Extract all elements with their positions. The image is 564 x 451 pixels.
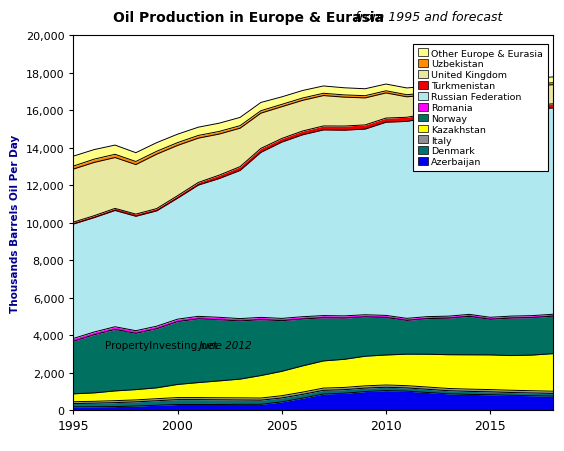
- Legend: Other Europe & Eurasia, Uzbekistan, United Kingdom, Turkmenistan, Russian Federa: Other Europe & Eurasia, Uzbekistan, Unit…: [413, 45, 548, 172]
- Text: PropertyInvesting.net: PropertyInvesting.net: [104, 340, 217, 350]
- Y-axis label: Thousands Barrels Oil Per Day: Thousands Barrels Oil Per Day: [10, 134, 20, 312]
- Text: Oil Production in Europe & Eurasia: Oil Production in Europe & Eurasia: [113, 11, 384, 25]
- Text: from 1995 and forecast: from 1995 and forecast: [355, 11, 503, 24]
- Text: June 2012: June 2012: [196, 340, 252, 350]
